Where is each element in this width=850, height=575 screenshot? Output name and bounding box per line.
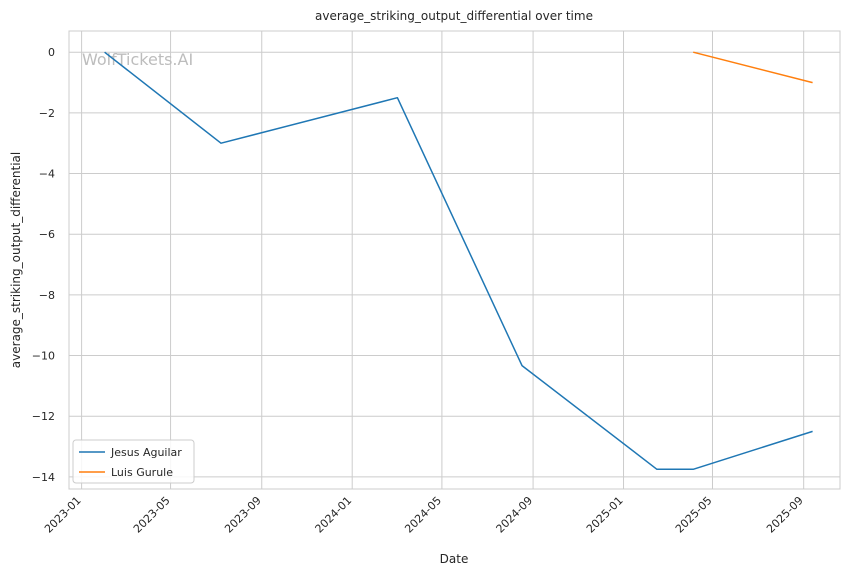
- series-line-jesus-aguilar: [104, 51, 813, 471]
- legend-label-luis-gurule: Luis Gurule: [111, 466, 173, 479]
- x-axis-title: Date: [440, 552, 469, 566]
- y-axis-title: average_striking_output_differential: [9, 152, 23, 368]
- plot-area: [68, 30, 841, 490]
- y-tick-labels: 0 −2 −4 −6 −8 −10 −12 −14: [32, 46, 55, 484]
- legend: Jesus Aguilar Luis Gurule: [72, 439, 195, 484]
- y-tick-label: −10: [32, 350, 55, 363]
- series-lines: [104, 51, 813, 471]
- y-tick-label: −14: [32, 471, 55, 484]
- y-tick-label: −4: [39, 168, 55, 181]
- chart-title: average_striking_output_differential ove…: [315, 9, 593, 23]
- series-line-luis-gurule: [693, 51, 813, 84]
- y-tick-label: −2: [39, 107, 55, 120]
- legend-label-jesus-aguilar: Jesus Aguilar: [110, 446, 182, 459]
- y-tick-label: −12: [32, 410, 55, 423]
- watermark: WolfTickets.AI: [82, 50, 193, 69]
- y-tick-label: −6: [39, 228, 55, 241]
- y-tick-label: −8: [39, 289, 55, 302]
- grid-lines: [69, 31, 840, 489]
- y-tick-label: 0: [48, 46, 55, 59]
